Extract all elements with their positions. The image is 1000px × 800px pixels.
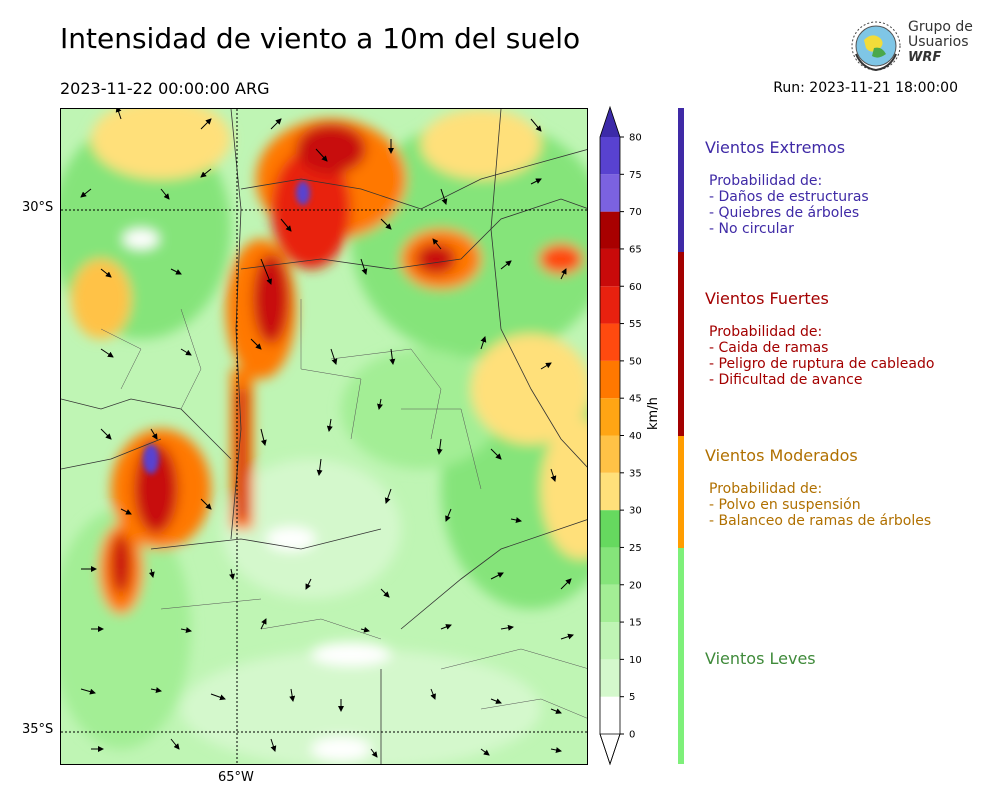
colorbar-tick-label: 65 [629, 244, 642, 255]
lon-label-65w: 65°W [218, 770, 254, 785]
colorbar-tick-label: 10 [629, 655, 642, 666]
globe-icon [851, 21, 901, 72]
colorbar-segment [600, 137, 620, 175]
lat-label-30s: 30°S [22, 200, 54, 215]
colorbar-extend-low [599, 733, 621, 766]
colorbar-tick-label: 45 [629, 394, 642, 405]
colorbar-segment [600, 659, 620, 697]
valid-time: 2023-11-22 00:00:00 ARG [60, 79, 270, 98]
category-fuertes: Vientos Fuertes Probabilidad de: - Caida… [705, 289, 934, 388]
colorbar-extend-high [600, 107, 620, 137]
colorbar-segment [600, 398, 620, 436]
colorbar-segment [600, 547, 620, 585]
category-moderados: Vientos Moderados Probabilidad de: - Pol… [705, 446, 931, 529]
category-title: Vientos Fuertes [705, 289, 829, 308]
colorbar-tick-label: 25 [629, 543, 642, 554]
category-line: - No circular [709, 221, 794, 237]
wrf-logo: Grupo de Usuarios WRF [848, 18, 978, 74]
category-line: Probabilidad de: [709, 173, 823, 189]
graticule [61, 109, 587, 764]
category-line: - Dificultad de avance [709, 372, 863, 388]
wind-speed-map [60, 108, 588, 765]
colorbar-segment [600, 435, 620, 473]
category-line: Probabilidad de: [709, 481, 823, 497]
colorbar: 0 5 10 15 20 25 30 35 40 45 50 55 60 65 70 75 80 [599, 105, 642, 766]
colorbar-tick-label: 5 [629, 692, 635, 703]
colorbar-tick-label: 55 [629, 319, 642, 330]
category-line: - Polvo en suspensión [709, 497, 861, 513]
category-bar-extremos [678, 108, 684, 252]
category-title: Vientos Moderados [705, 446, 858, 465]
colorbar-tick-label: 15 [629, 618, 642, 629]
wind-arrows [80, 109, 574, 758]
category-line: - Caida de ramas [709, 340, 829, 356]
colorbar-segment [600, 510, 620, 548]
logo-line-1: Grupo de [908, 19, 973, 35]
colorbar-tick-label: 0 [629, 730, 635, 741]
colorbar-tick-label: 20 [629, 580, 642, 591]
category-line: - Daños de estructuras [709, 189, 869, 205]
colorbar-unit: km/h [646, 397, 661, 430]
run-time: Run: 2023-11-21 18:00:00 [773, 80, 958, 96]
colorbar-segment [600, 174, 620, 212]
map-canvas [61, 109, 587, 764]
colorbar-tick-label: 30 [629, 506, 642, 517]
category-title: Vientos Leves [705, 649, 816, 668]
colorbar-tick-label: 40 [629, 431, 642, 442]
category-bar-moderados [678, 436, 684, 548]
colorbar-segment [600, 211, 620, 249]
category-bar-leves [678, 548, 684, 764]
extreme-cores [143, 181, 310, 474]
category-line: - Peligro de ruptura de cableado [709, 356, 935, 372]
colorbar-tick-label: 50 [629, 356, 642, 367]
colorbar-segment [600, 286, 620, 324]
category-bar-fuertes [678, 252, 684, 436]
colorbar-segment [600, 696, 620, 734]
colorbar-tick-label: 70 [629, 207, 642, 218]
category-line: Probabilidad de: [709, 324, 823, 340]
colorbar-tick-label: 75 [629, 170, 642, 181]
colorbar-tick-label: 60 [629, 282, 642, 293]
logo-line-2: Usuarios [908, 34, 969, 50]
category-line: - Quiebres de árboles [709, 205, 860, 221]
category-extremos: Vientos Extremos Probabilidad de: - Daño… [705, 138, 869, 237]
colorbar-tick-label: 35 [629, 468, 642, 479]
category-line: - Balanceo de ramas de árboles [709, 513, 932, 529]
colorbar-segment [600, 360, 620, 399]
map-title: Intensidad de viento a 10m del suelo [60, 22, 581, 55]
colorbar-segment [600, 248, 620, 287]
category-leves: Vientos Leves [705, 649, 816, 668]
colorbar-segment [600, 584, 620, 623]
category-title: Vientos Extremos [705, 138, 846, 157]
colorbar-segment [600, 472, 620, 511]
department-boundaries [100, 299, 587, 719]
logo-line-3: WRF [908, 50, 942, 65]
colorbar-segment [600, 323, 620, 361]
colorbar-tick-label: 80 [629, 133, 642, 144]
colorbar-segment [600, 622, 620, 660]
lat-label-35s: 35°S [22, 722, 54, 737]
admin-boundaries [61, 109, 587, 764]
